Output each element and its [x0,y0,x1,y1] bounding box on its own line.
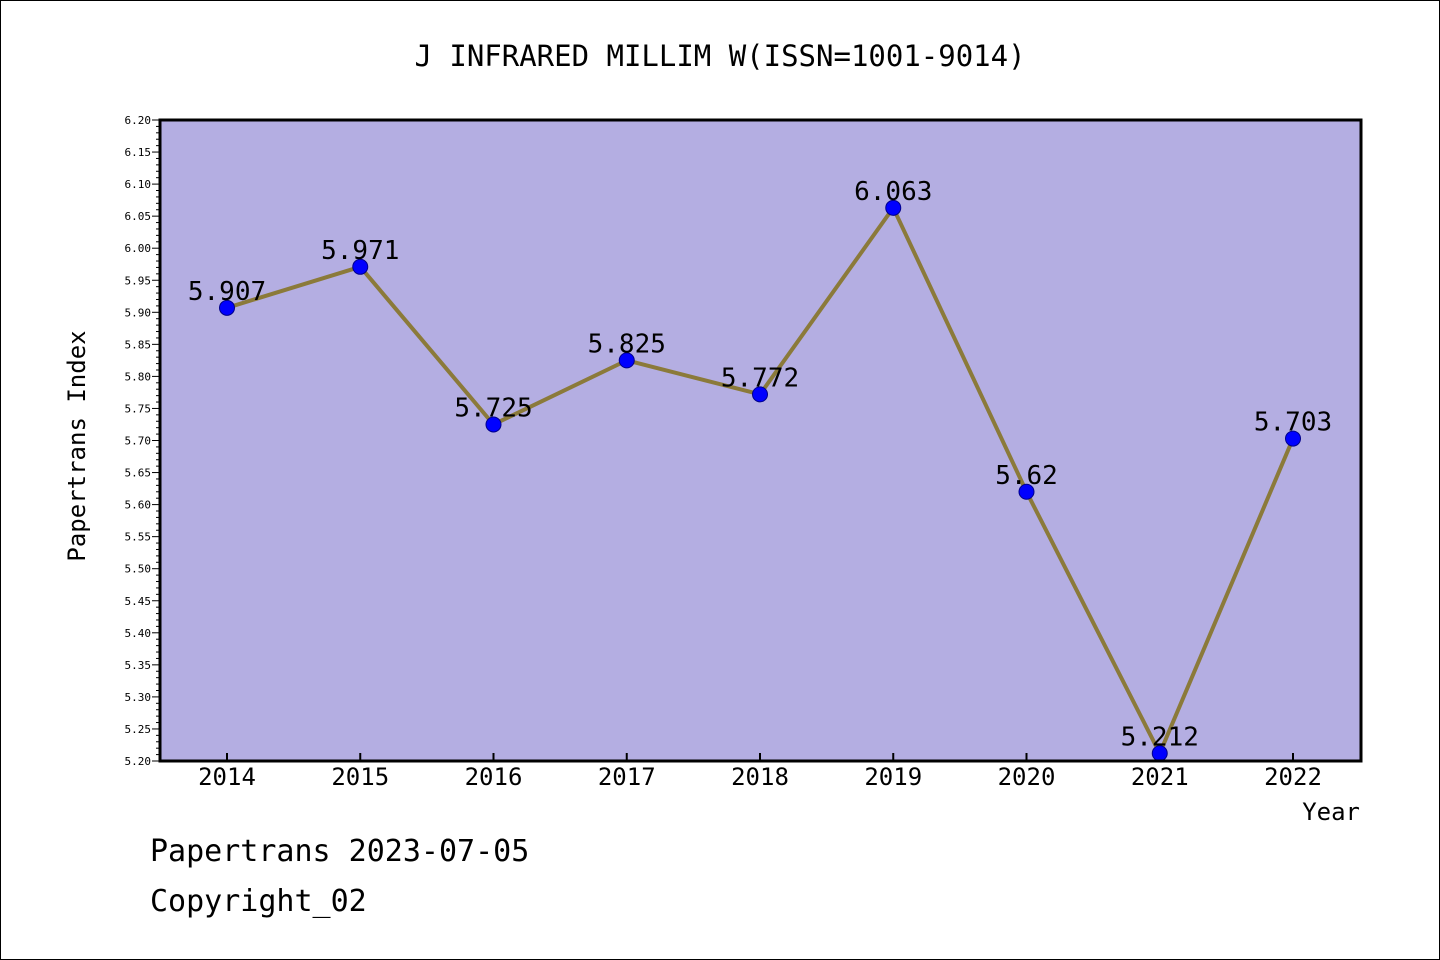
data-label-2018: 5.772 [721,363,799,393]
x-tick-label-2014: 2014 [198,763,256,791]
y-tick-label-9: 5.65 [125,467,152,480]
plot-border [158,118,1363,763]
y-tick-label-16: 6.00 [125,242,152,255]
y-tick-label-10: 5.70 [125,435,152,448]
y-tick-label-5: 5.45 [125,595,152,608]
y-tick-label-15: 5.95 [125,274,152,287]
data-series: 5.907 5.971 5.725 5.825 5.772 6.063 5.62 5.212 5… [188,177,1332,762]
y-axis-ticks: 5.20 5.25 5.30 5.35 5.40 5.45 5.50 5.55 5.60 5.65… [125,114,160,768]
chart-title: J INFRARED MILLIM W(ISSN=1001-9014) [414,39,1025,73]
y-tick-label-3: 5.35 [125,659,152,672]
y-tick-label-20: 6.20 [125,114,152,127]
data-label-2017: 5.825 [588,329,666,359]
y-tick-label-12: 5.80 [125,370,152,383]
x-axis-ticks: 2014 2015 2016 2017 2018 2019 2020 2021 2022 [198,753,1322,791]
y-tick-label-0: 5.20 [125,755,152,768]
y-tick-label-11: 5.75 [125,402,152,415]
y-tick-label-2: 5.30 [125,691,152,704]
x-tick-label-2018: 2018 [731,763,789,791]
x-tick-label-2020: 2020 [998,763,1056,791]
footer-date: Papertrans 2023-07-05 [150,834,530,869]
y-tick-label-8: 5.60 [125,499,152,512]
data-label-2021: 5.212 [1121,722,1199,752]
data-label-2014: 5.907 [188,277,266,307]
data-label-2016: 5.725 [454,393,532,423]
data-point-2016 [485,416,502,433]
y-tick-label-17: 6.05 [125,210,152,223]
data-point-2019 [885,199,902,216]
y-tick-label-14: 5.90 [125,306,152,319]
data-point-2015 [352,258,369,275]
x-tick-label-2022: 2022 [1264,763,1322,791]
data-point-2020 [1018,483,1035,500]
footer-copyright: Copyright_02 [150,884,367,919]
data-point-2017 [618,352,635,369]
data-point-2018 [752,386,768,403]
y-tick-label-4: 5.40 [125,627,152,640]
data-label-2015: 5.971 [321,236,399,266]
y-tick-label-1: 5.25 [125,723,152,736]
x-tick-label-2015: 2015 [331,763,389,791]
plot-area [160,120,1361,761]
data-label-2020: 5.62 [995,461,1058,491]
data-label-2019: 6.063 [854,177,932,207]
x-tick-label-2019: 2019 [864,763,922,791]
data-point-2014 [219,299,235,316]
y-tick-label-19: 6.15 [125,146,152,159]
y-tick-label-6: 5.50 [125,563,152,576]
y-tick-label-18: 6.10 [125,178,152,191]
data-point-2022 [1285,430,1301,447]
data-label-2022: 5.703 [1254,408,1332,438]
x-axis-label: Year [1302,798,1360,826]
y-tick-label-7: 5.55 [125,531,152,544]
x-tick-label-2021: 2021 [1131,763,1189,791]
y-axis-label: Papertrans Index [63,330,91,561]
x-tick-label-2016: 2016 [465,763,523,791]
y-tick-label-13: 5.85 [125,338,152,351]
x-tick-label-2017: 2017 [598,763,656,791]
